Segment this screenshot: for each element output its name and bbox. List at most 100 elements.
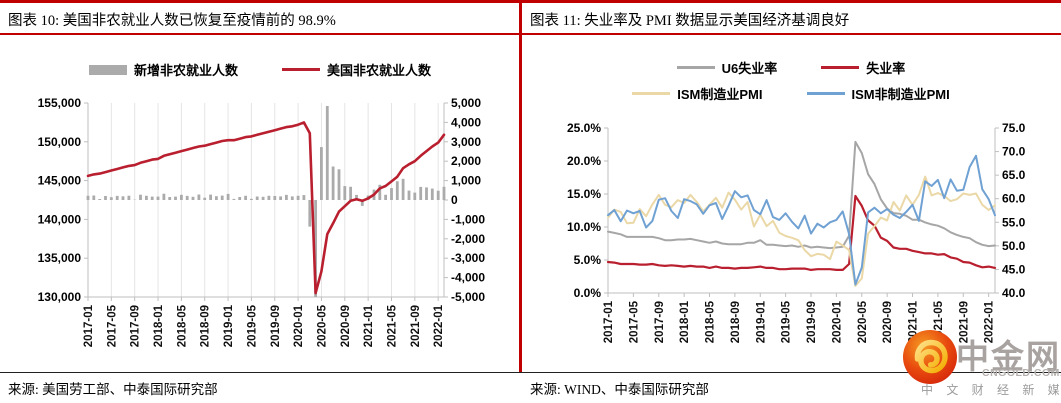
svg-text:-5,000: -5,000: [451, 290, 485, 304]
svg-text:2017-05: 2017-05: [628, 300, 640, 343]
svg-text:2018-01: 2018-01: [679, 300, 691, 343]
legend-item: 新增非农就业人数: [88, 60, 238, 79]
svg-text:10.0%: 10.0%: [567, 220, 601, 234]
svg-text:-1,000: -1,000: [451, 212, 485, 226]
bottom-rule: [0, 372, 1061, 373]
svg-text:130,000: 130,000: [38, 290, 82, 304]
title-underline-rule: [0, 33, 1061, 35]
svg-text:50.0: 50.0: [1002, 239, 1026, 253]
chart-title-payrolls: 图表 10: 美国非农就业人数已恢复至疫情前的 98.9%: [8, 13, 336, 29]
cngold-watermark-tagline: 中 文 财 经 新 媒 体: [921, 383, 1061, 397]
svg-text:2021-05: 2021-05: [386, 304, 398, 347]
svg-text:150,000: 150,000: [38, 135, 82, 149]
svg-text:2019-09: 2019-09: [806, 301, 818, 343]
bar-swatch-icon: [88, 64, 127, 75]
svg-text:2017-01: 2017-01: [603, 300, 615, 343]
svg-text:70.0: 70.0: [1002, 145, 1026, 159]
legend-payrolls: 新增非农就业人数 美国非农就业人数: [0, 60, 520, 79]
svg-text:5.0%: 5.0%: [574, 253, 602, 267]
svg-text:55.0: 55.0: [1002, 215, 1026, 229]
line-series: [86, 121, 446, 295]
svg-text:40.0: 40.0: [1002, 286, 1026, 300]
legend-label: ISM制造业PMI: [677, 87, 763, 102]
legend-label: 新增非农就业人数: [133, 63, 238, 78]
svg-text:2020-01: 2020-01: [831, 300, 843, 343]
svg-text:0.0%: 0.0%: [574, 286, 602, 300]
line-series: [607, 175, 996, 287]
line-series: [607, 140, 996, 250]
legend-label: U6失业率: [721, 61, 778, 76]
legend-label: 美国非农就业人数: [327, 63, 432, 78]
svg-text:145,000: 145,000: [38, 174, 82, 188]
svg-text:60.0: 60.0: [1002, 192, 1026, 206]
legend-item: 美国非农就业人数: [282, 60, 431, 79]
svg-text:2022-01: 2022-01: [984, 300, 996, 343]
svg-text:5,000: 5,000: [451, 96, 481, 110]
svg-text:2019-05: 2019-05: [246, 304, 258, 347]
source-note-right: 来源: WIND、中泰国际研究部: [530, 382, 709, 397]
svg-text:0: 0: [451, 193, 458, 207]
svg-text:2021-01: 2021-01: [363, 304, 375, 347]
svg-text:2018-05: 2018-05: [176, 304, 188, 347]
svg-text:2020-05: 2020-05: [857, 300, 869, 343]
chart-title-unemployment-pmi: 图表 11: 失业率及 PMI 数据显示美国经济基调良好: [530, 13, 850, 29]
svg-text:20.0%: 20.0%: [567, 154, 601, 168]
svg-text:1,000: 1,000: [451, 174, 481, 188]
svg-text:-2,000: -2,000: [451, 232, 485, 246]
svg-text:75.0: 75.0: [1002, 121, 1026, 135]
svg-text:2017-09: 2017-09: [130, 305, 142, 347]
source-note-left: 来源: 美国劳工部、中泰国际研究部: [8, 382, 218, 397]
cngold-logo-icon: [903, 330, 957, 384]
panel-divider-rule: [519, 0, 522, 373]
svg-text:2020-01: 2020-01: [293, 304, 305, 347]
line-series: [607, 154, 996, 286]
svg-text:140,000: 140,000: [38, 212, 82, 226]
svg-text:2021-09: 2021-09: [410, 305, 422, 347]
svg-text:15.0%: 15.0%: [567, 187, 601, 201]
legend-unemployment-pmi: U6失业率 失业率 ISM制造业PMI ISM非制造业PMI: [521, 58, 1061, 103]
line-swatch-icon: [282, 68, 320, 71]
svg-text:2019-01: 2019-01: [755, 300, 767, 343]
line-swatch-icon: [806, 92, 845, 95]
svg-text:2019-05: 2019-05: [781, 300, 793, 343]
svg-text:2018-09: 2018-09: [730, 301, 742, 343]
unemployment-pmi-chart-plot: 25.0% 20.0% 15.0% 10.0% 5.0% 0.0% 75.0 70.0 65.0…: [567, 121, 1026, 343]
svg-text:2018-05: 2018-05: [705, 300, 717, 343]
svg-text:4,000: 4,000: [451, 115, 481, 129]
svg-text:155,000: 155,000: [38, 96, 82, 110]
svg-text:3,000: 3,000: [451, 135, 481, 149]
svg-text:2020-09: 2020-09: [882, 301, 894, 343]
svg-text:45.0: 45.0: [1002, 262, 1026, 276]
top-border-rule: [0, 0, 1061, 3]
svg-text:2018-09: 2018-09: [200, 305, 212, 347]
svg-text:2017-09: 2017-09: [654, 301, 666, 343]
svg-text:2018-01: 2018-01: [153, 304, 165, 347]
svg-text:135,000: 135,000: [38, 251, 82, 265]
svg-text:2020-09: 2020-09: [340, 305, 352, 347]
legend-item: U6失业率: [676, 58, 778, 77]
line-series: [606, 194, 997, 271]
svg-text:65.0: 65.0: [1002, 168, 1026, 182]
svg-text:2021-01: 2021-01: [908, 300, 920, 343]
svg-text:2017-01: 2017-01: [83, 304, 95, 347]
svg-text:2019-01: 2019-01: [223, 304, 235, 347]
svg-text:25.0%: 25.0%: [567, 121, 601, 135]
line-swatch-icon: [821, 66, 860, 69]
svg-text:2019-09: 2019-09: [270, 305, 282, 347]
legend-item: ISM制造业PMI: [632, 84, 763, 103]
svg-text:2021-09: 2021-09: [958, 301, 970, 343]
svg-text:2017-05: 2017-05: [106, 304, 118, 347]
legend-label: ISM非制造业PMI: [851, 87, 950, 102]
line-swatch-icon: [632, 92, 671, 95]
svg-text:-3,000: -3,000: [451, 251, 485, 265]
svg-text:2022-01: 2022-01: [433, 304, 445, 347]
legend-item: ISM非制造业PMI: [806, 84, 950, 103]
payrolls-chart-plot: 155,000 150,000 145,000 140,000 135,000 130,0…: [38, 96, 486, 347]
cngold-watermark-domain: CNGOLD.COM.CN: [982, 367, 1061, 379]
svg-text:-4,000: -4,000: [451, 271, 485, 285]
svg-text:2,000: 2,000: [451, 154, 481, 168]
legend-item: 失业率: [821, 58, 905, 77]
cngold-watermark-name: 中金网: [956, 338, 1061, 375]
svg-text:2020-05: 2020-05: [316, 304, 328, 347]
